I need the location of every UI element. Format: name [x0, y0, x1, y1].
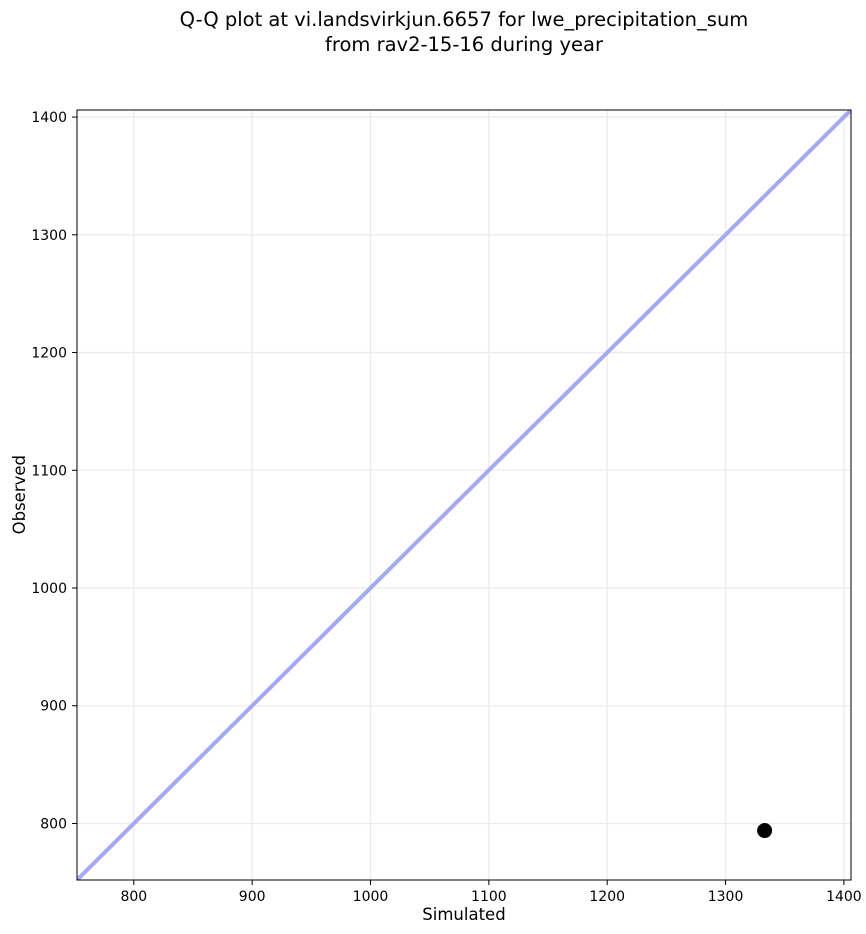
- y-tick-label-1300: 1300: [31, 228, 67, 244]
- x-tick-label-1200: 1200: [589, 889, 625, 905]
- y-tick-label-900: 900: [40, 699, 67, 715]
- identity-line: [77, 110, 851, 880]
- data-point: [757, 823, 773, 839]
- y-tick-label-1000: 1000: [31, 581, 67, 597]
- x-tick-label-1400: 1400: [826, 889, 862, 905]
- x-tick-label-900: 900: [239, 889, 266, 905]
- y-tick-label-1100: 1100: [31, 463, 67, 479]
- y-tick-label-1200: 1200: [31, 346, 67, 362]
- chart-title: Q-Q plot at vi.landsvirkjun.6657 for lwe…: [77, 7, 851, 57]
- y-axis-label-container: Observed: [4, 110, 34, 880]
- x-tick-label-1100: 1100: [471, 889, 507, 905]
- y-tick-label-800: 800: [40, 816, 67, 832]
- x-tick-label-800: 800: [120, 889, 147, 905]
- y-tick-label-1400: 1400: [31, 110, 67, 126]
- chart-title-line-2: from rav2-15-16 during year: [325, 33, 603, 56]
- y-axis-label: Observed: [9, 455, 29, 535]
- x-axis-label: Simulated: [422, 905, 506, 924]
- x-tick-label-1000: 1000: [353, 889, 389, 905]
- chart-title-line-1: Q-Q plot at vi.landsvirkjun.6657 for lwe…: [179, 8, 749, 31]
- plot-border: [76, 109, 852, 881]
- x-tick-label-1300: 1300: [708, 889, 744, 905]
